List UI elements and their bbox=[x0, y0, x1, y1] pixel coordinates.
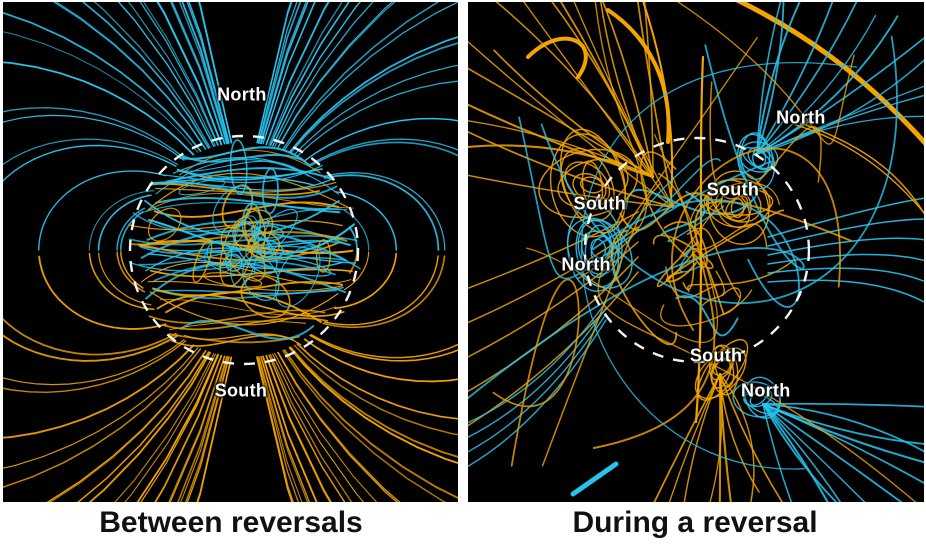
pole-label-south: South bbox=[214, 380, 268, 401]
panel-during-reversal: North South South North South North bbox=[468, 2, 924, 502]
caption-row: Between reversals During a reversal bbox=[0, 502, 926, 544]
pole-label-north: North bbox=[741, 380, 791, 401]
pole-label-south: South bbox=[573, 193, 627, 214]
pole-label-south: South bbox=[689, 345, 743, 366]
pole-label-north: North bbox=[561, 254, 611, 275]
pole-label-south: South bbox=[706, 179, 760, 200]
core-boundary-dashed-circle bbox=[583, 136, 811, 364]
field-lines-layer bbox=[3, 2, 458, 502]
field-lines-layer bbox=[468, 2, 924, 502]
caption-between-reversals: Between reversals bbox=[99, 506, 363, 539]
field-lines-chaotic-art bbox=[468, 2, 924, 502]
field-lines-dipole-art bbox=[3, 2, 458, 502]
pole-label-north: North bbox=[776, 107, 826, 128]
panel-between-reversals: North South bbox=[3, 2, 458, 502]
pole-label-north: North bbox=[217, 84, 267, 105]
caption-during-a-reversal: During a reversal bbox=[572, 506, 818, 539]
core-boundary-dashed-circle bbox=[128, 134, 360, 366]
